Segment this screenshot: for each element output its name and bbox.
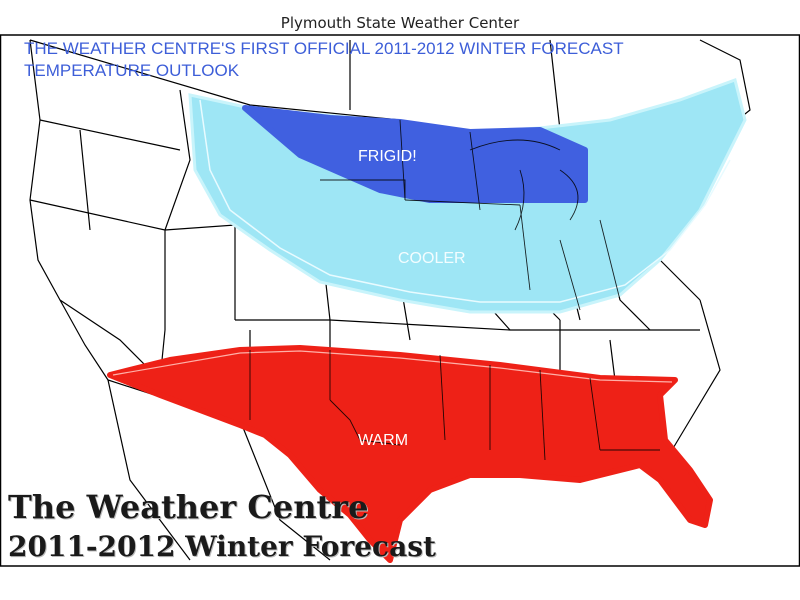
forecast-title-line2: TEMPERATURE OUTLOOK xyxy=(24,61,240,80)
overlay-boundaries xyxy=(249,119,660,461)
cooler-label: COOLER xyxy=(398,250,466,267)
frigid-label: FRIGID! xyxy=(358,148,417,165)
warm-zone-edge xyxy=(112,350,673,383)
frigid-zone xyxy=(242,105,588,203)
warm-label: WARM xyxy=(358,432,409,449)
source-header: Plymouth State Weather Center xyxy=(280,14,520,32)
forecast-title-line1: THE WEATHER CENTRE'S FIRST OFFICIAL 2011… xyxy=(24,39,624,58)
forecast-title: THE WEATHER CENTRE'S FIRST OFFICIAL 2011… xyxy=(24,38,624,82)
cooler-zone-edge xyxy=(199,99,731,303)
brand-line2: 2011-2012 Winter Forecast xyxy=(8,530,436,563)
warm-zone xyxy=(107,345,713,563)
brand-line1: The Weather Centre xyxy=(8,488,369,526)
